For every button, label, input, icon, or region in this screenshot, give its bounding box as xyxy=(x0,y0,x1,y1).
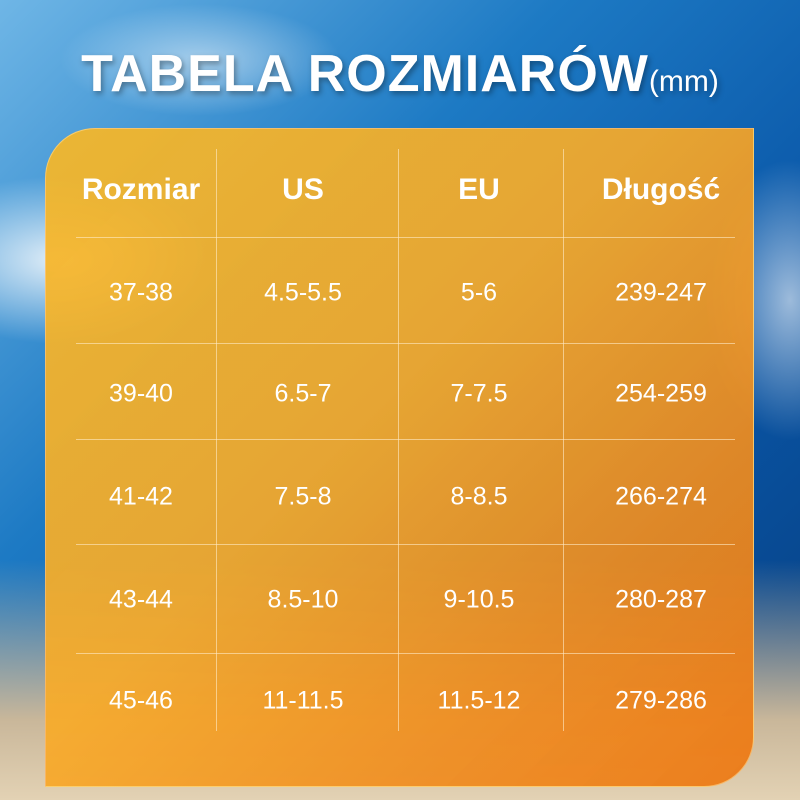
table-cell: 5-6 xyxy=(460,278,498,307)
table-cell: 43-44 xyxy=(109,585,173,614)
table-cell: 45-46 xyxy=(109,686,173,715)
table-cell: 6.5-7 xyxy=(274,379,332,408)
column-divider xyxy=(398,149,399,731)
column-divider xyxy=(563,149,564,731)
table-cell: 11-11.5 xyxy=(262,686,344,715)
column-header: EU xyxy=(458,173,500,206)
table-cell: 11.5-12 xyxy=(437,686,521,715)
column-header: Rozmiar xyxy=(81,173,201,206)
table-cell: 266-274 xyxy=(615,482,707,511)
table-cell: 8.5-10 xyxy=(267,585,339,614)
table-cell: 239-247 xyxy=(615,278,707,307)
table-cell: 37-38 xyxy=(109,278,173,307)
table-cell: 254-259 xyxy=(615,379,707,408)
page-title: TABELA ROZMIARÓW(mm) xyxy=(0,44,800,104)
table-cell: 41-42 xyxy=(109,482,173,511)
row-divider xyxy=(76,544,735,545)
table-cell: 7.5-8 xyxy=(274,482,332,511)
table-cell: 279-286 xyxy=(615,686,707,715)
title-unit: (mm) xyxy=(648,65,719,98)
row-divider xyxy=(76,343,735,344)
table-cell: 280-287 xyxy=(615,585,707,614)
column-header: US xyxy=(282,173,324,206)
table-cell: 9-10.5 xyxy=(443,585,515,614)
column-divider xyxy=(216,149,217,731)
table-cell: 4.5-5.5 xyxy=(264,278,342,307)
size-table: Rozmiar US EU Długość 37-38 4.5-5.5 5-6 239-247… xyxy=(45,128,754,787)
table-cell: 8-8.5 xyxy=(450,482,508,511)
column-header: Długość xyxy=(601,173,721,206)
table-cell: 39-40 xyxy=(109,379,173,408)
row-divider xyxy=(76,653,735,654)
title-main: TABELA ROZMIARÓW xyxy=(81,45,649,103)
row-divider xyxy=(76,237,735,238)
table-cell: 7-7.5 xyxy=(450,379,508,408)
row-divider xyxy=(76,439,735,440)
